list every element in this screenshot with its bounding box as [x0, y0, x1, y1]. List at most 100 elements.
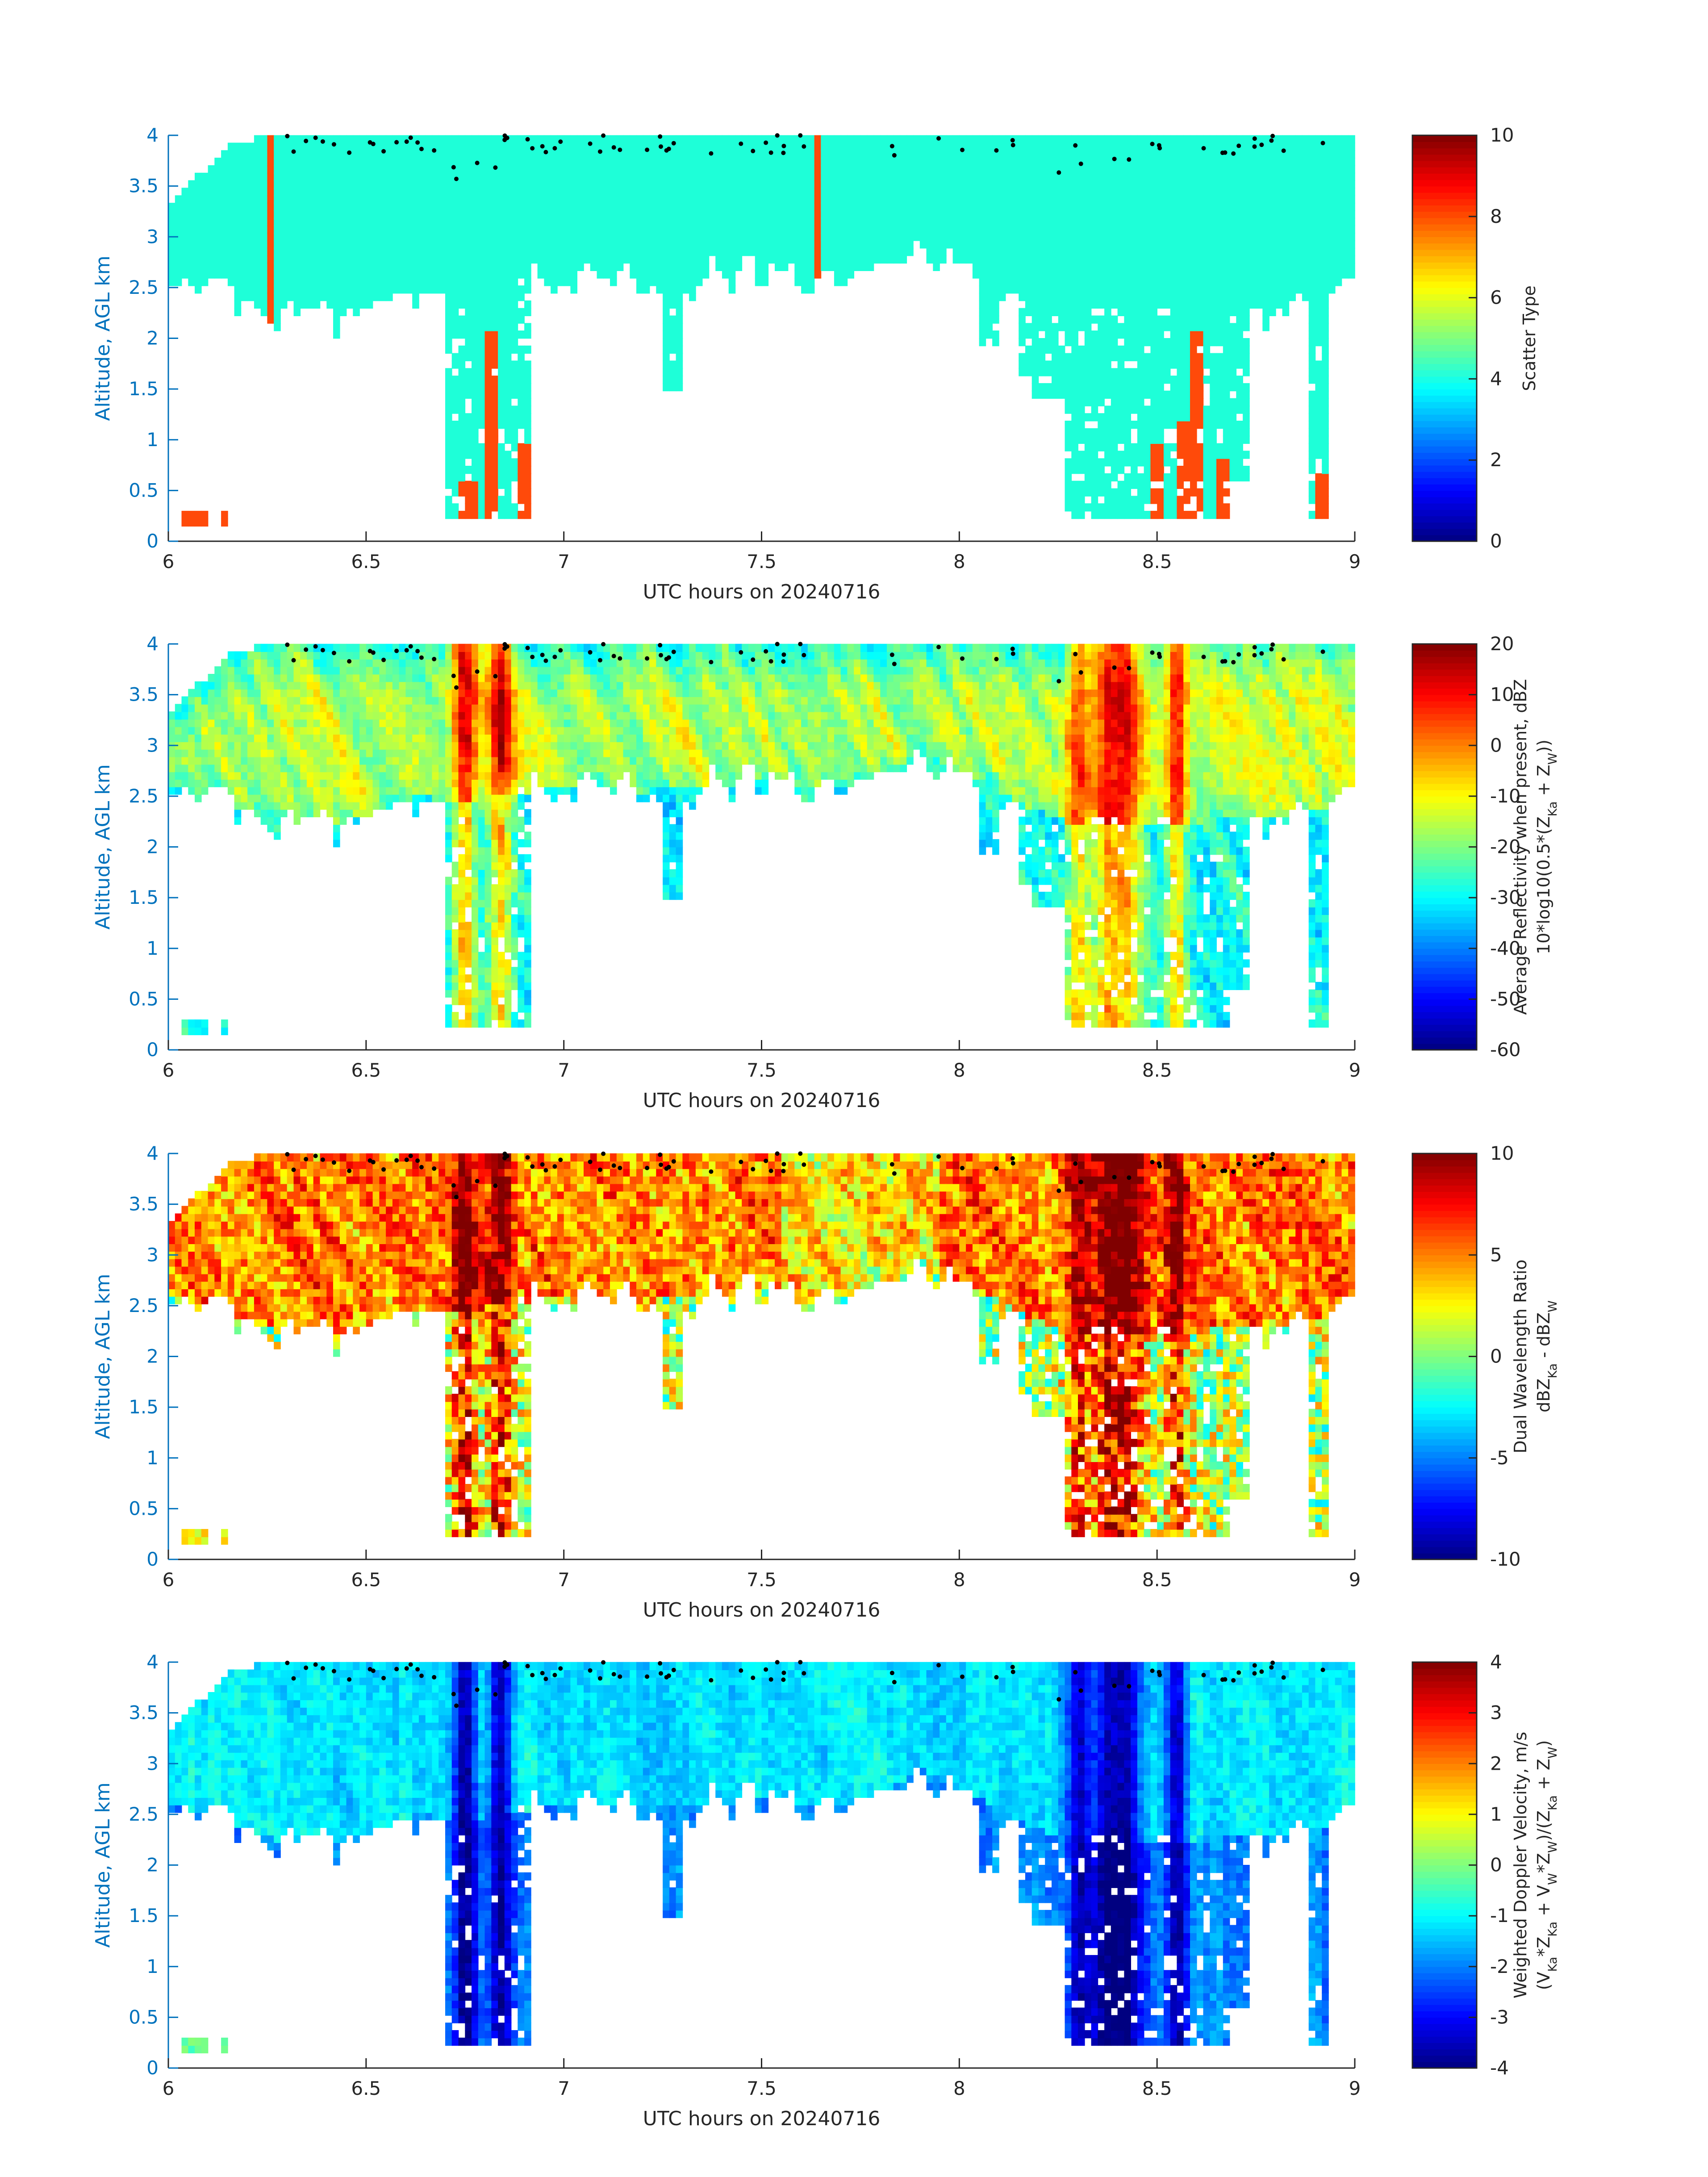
heatmap-cell — [1223, 436, 1230, 444]
heatmap-cell — [1203, 443, 1211, 451]
heatmap-cell — [353, 278, 360, 286]
heatmap-cell — [979, 188, 986, 196]
heatmap-cell — [794, 195, 802, 203]
heatmap-cell — [445, 173, 452, 181]
heatmap-cell — [326, 218, 334, 226]
heatmap-cell — [1137, 308, 1144, 316]
heatmap-cell — [1118, 481, 1125, 489]
heatmap-cell — [359, 218, 367, 226]
heatmap-cell — [1216, 481, 1224, 489]
heatmap-cell — [1230, 226, 1237, 234]
heatmap-cell — [867, 188, 874, 196]
heatmap-cell — [452, 135, 459, 143]
heatmap-cell — [1137, 338, 1144, 346]
heatmap-cell — [1137, 158, 1144, 166]
heatmap-cell — [841, 150, 848, 158]
heatmap-cell — [1183, 135, 1190, 143]
heatmap-cell — [1236, 301, 1243, 309]
heatmap-cell — [1197, 180, 1204, 188]
heatmap-cell — [1098, 376, 1105, 384]
heatmap-cell — [1289, 180, 1296, 188]
heatmap-cell — [1150, 496, 1157, 504]
heatmap-cell — [894, 173, 901, 181]
heatmap-cell — [221, 226, 228, 234]
heatmap-cell — [1091, 150, 1098, 158]
heatmap-cell — [399, 188, 406, 196]
heatmap-cell — [827, 165, 835, 173]
cloud-top-dot — [526, 137, 530, 142]
heatmap-cell — [669, 271, 677, 279]
heatmap-cell — [307, 173, 314, 181]
heatmap-cell — [1170, 473, 1178, 481]
heatmap-cell — [491, 158, 498, 166]
heatmap-cell — [1302, 165, 1309, 173]
heatmap-cell — [1177, 143, 1184, 151]
heatmap-cell — [742, 233, 749, 241]
heatmap-cell — [472, 210, 479, 218]
heatmap-cell — [1190, 293, 1197, 301]
heatmap-cell — [834, 263, 841, 271]
heatmap-cell — [1137, 428, 1144, 436]
heatmap-cell — [491, 383, 498, 391]
heatmap-cell — [544, 255, 551, 263]
heatmap-cell — [1230, 285, 1237, 293]
heatmap-cell — [538, 150, 545, 158]
heatmap-cell — [722, 240, 729, 248]
heatmap-cell — [1164, 353, 1171, 361]
heatmap-cell — [386, 263, 393, 271]
heatmap-cell — [590, 248, 597, 256]
heatmap-cell — [491, 195, 498, 203]
heatmap-cell — [1309, 353, 1316, 361]
heatmap-cell — [313, 278, 321, 286]
heatmap-cell — [531, 210, 538, 218]
heatmap-cell — [1223, 383, 1230, 391]
heatmap-cell — [478, 203, 485, 211]
heatmap-cell — [182, 240, 189, 248]
heatmap-cell — [1276, 143, 1283, 151]
heatmap-cell — [551, 285, 558, 293]
heatmap-cell — [1164, 218, 1171, 226]
heatmap-cell — [505, 376, 512, 384]
heatmap-cell — [518, 368, 525, 376]
heatmap-cell — [505, 143, 512, 151]
heatmap-cell — [1197, 226, 1204, 234]
heatmap-cell — [1282, 301, 1290, 309]
heatmap-cell — [643, 255, 650, 263]
heatmap-cell — [854, 203, 861, 211]
heatmap-cell — [1137, 240, 1144, 248]
heatmap-cell — [491, 180, 498, 188]
heatmap-cell — [768, 233, 775, 241]
heatmap-cell — [702, 210, 710, 218]
heatmap-cell — [860, 165, 868, 173]
heatmap-cell — [1322, 323, 1329, 331]
heatmap-cell — [1328, 255, 1336, 263]
heatmap-cell — [1078, 451, 1085, 459]
heatmap-cell — [247, 218, 255, 226]
heatmap-cell — [597, 271, 604, 279]
heatmap-cell — [1249, 233, 1257, 241]
heatmap-cell — [1203, 496, 1211, 504]
heatmap-cell — [1342, 195, 1349, 203]
heatmap-cell — [1091, 391, 1098, 399]
heatmap-cell — [557, 255, 564, 263]
heatmap-cell — [379, 173, 386, 181]
heatmap-cell — [1032, 316, 1039, 324]
heatmap-cell — [340, 308, 347, 316]
heatmap-cell — [854, 233, 861, 241]
heatmap-cell — [597, 226, 604, 234]
heatmap-cell — [788, 188, 795, 196]
heatmap-cell — [1104, 481, 1111, 489]
heatmap-cell — [1104, 248, 1111, 256]
heatmap-cell — [1322, 180, 1329, 188]
heatmap-cell — [900, 188, 907, 196]
heatmap-cell — [491, 271, 498, 279]
heatmap-cell — [920, 188, 927, 196]
heatmap-cell — [854, 210, 861, 218]
heatmap-cell — [603, 143, 610, 151]
heatmap-cell — [1164, 503, 1171, 511]
heatmap-cell — [1289, 143, 1296, 151]
cloud-top-dot — [645, 147, 649, 152]
heatmap-cell — [1131, 451, 1138, 459]
heatmap-cell — [511, 135, 518, 143]
heatmap-cell — [373, 203, 380, 211]
